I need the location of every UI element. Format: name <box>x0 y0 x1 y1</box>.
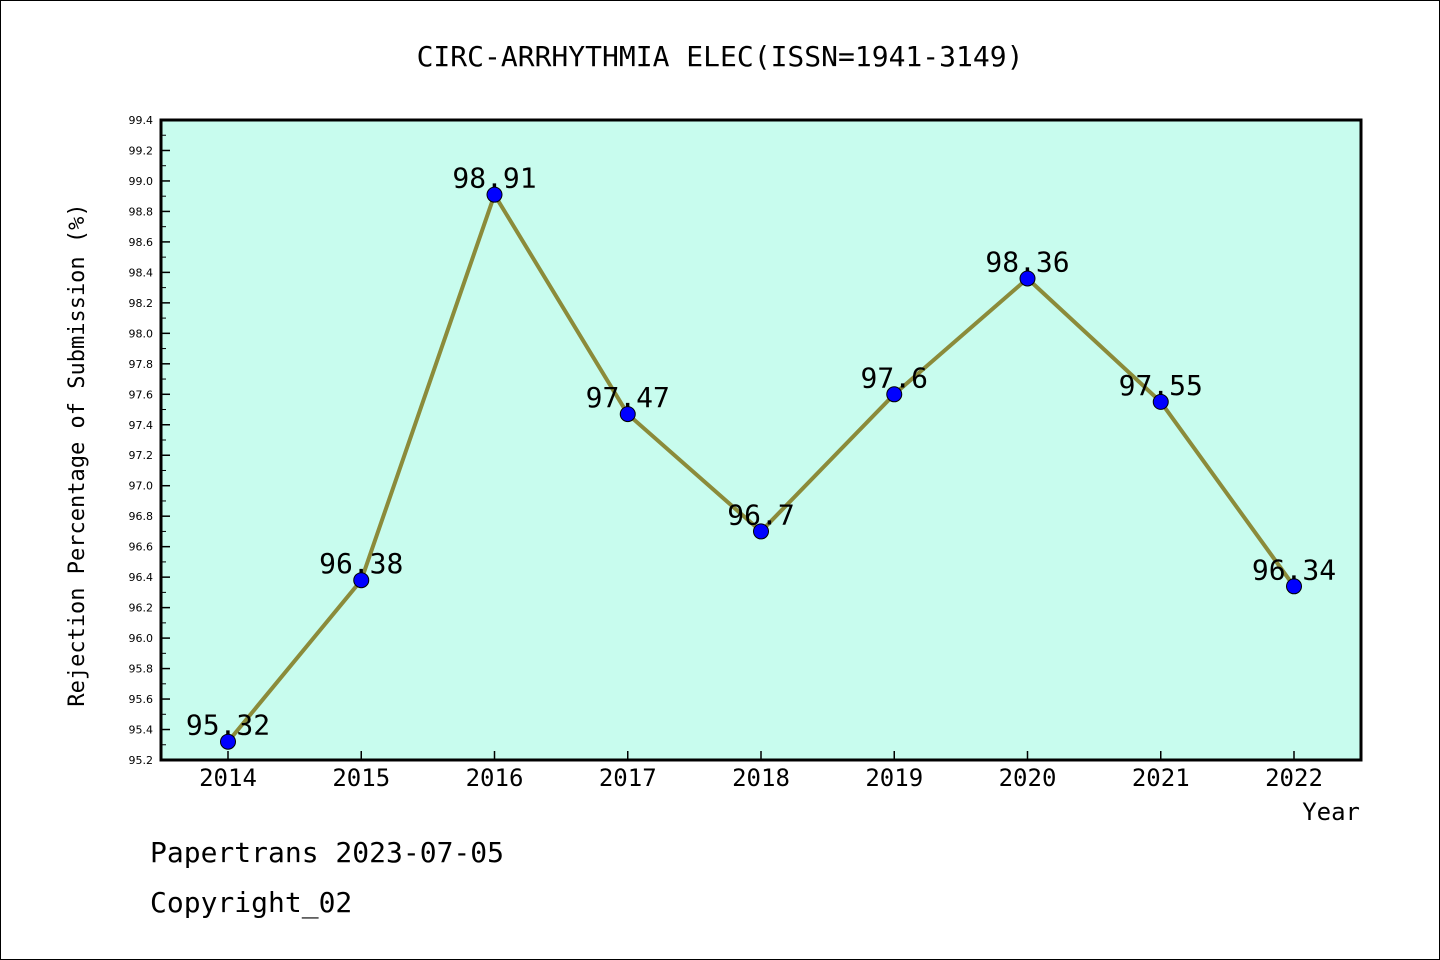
footer-date: Papertrans 2023-07-05 <box>150 836 505 869</box>
y-tick-label: 99.4 <box>129 114 154 127</box>
data-point <box>220 733 236 750</box>
y-axis: 95.2 95.4 95.6 95.8 96.0 96.2 96.4 96.6 96.8 97.0… <box>129 114 170 767</box>
chart-title: CIRC-ARRHYTHMIA ELEC(ISSN=1941-3149) <box>417 40 1024 73</box>
x-axis-label: Year <box>1302 798 1360 826</box>
x-tick-label: 2014 <box>199 764 257 792</box>
y-tick-label: 95.8 <box>129 663 154 676</box>
x-tick-label: 2016 <box>466 764 524 792</box>
x-tick-label: 2017 <box>599 764 657 792</box>
data-label: 96.34 <box>1252 553 1336 586</box>
data-label: 98.91 <box>452 162 536 195</box>
x-axis: 2014 2015 2016 2017 2018 2019 2020 2021 2022 <box>199 751 1323 792</box>
data-point <box>1286 578 1302 595</box>
data-label: 96.38 <box>319 547 403 580</box>
data-point <box>1019 270 1036 287</box>
data-point <box>886 386 903 403</box>
x-tick-label: 2018 <box>732 764 790 792</box>
data-point <box>353 572 370 589</box>
y-tick-label: 98.8 <box>129 205 154 218</box>
plot-area <box>159 118 1363 762</box>
x-tick-label: 2022 <box>1265 764 1323 792</box>
y-tick-label: 98.2 <box>129 297 154 310</box>
y-tick-label: 95.4 <box>129 724 154 737</box>
data-point <box>486 186 503 203</box>
y-tick-label: 97.8 <box>129 358 154 371</box>
y-tick-label: 96.2 <box>129 602 154 615</box>
x-tick-label: 2020 <box>999 764 1057 792</box>
y-tick-label: 96.4 <box>129 571 154 584</box>
y-tick-label: 95.6 <box>129 693 154 706</box>
data-label: 98.36 <box>985 245 1069 278</box>
y-tick-label: 97.2 <box>129 449 154 462</box>
y-tick-label: 98.4 <box>129 266 154 279</box>
data-labels: 95.32 96.38 98.91 97.47 96.7 97.6 98.36 97.55 96… <box>186 162 1336 742</box>
x-tick-label: 2021 <box>1132 764 1190 792</box>
data-label: 96.7 <box>727 498 794 531</box>
data-label: 97.55 <box>1119 369 1203 402</box>
y-tick-label: 98.0 <box>129 327 154 340</box>
data-point <box>619 406 636 423</box>
data-markers <box>220 186 1302 750</box>
data-point <box>753 523 769 540</box>
data-label: 97.47 <box>586 381 670 414</box>
y-tick-label: 97.4 <box>129 419 154 432</box>
y-tick-label: 96.0 <box>129 632 154 645</box>
data-point <box>1152 393 1169 410</box>
y-tick-label: 97.6 <box>129 388 154 401</box>
y-axis-label: Rejection Percentage of Submission (%) <box>65 203 90 706</box>
x-tick-label: 2019 <box>865 764 923 792</box>
y-tick-label: 97.0 <box>129 480 154 493</box>
y-tick-label: 96.8 <box>129 510 154 523</box>
y-tick-label: 95.2 <box>129 754 154 767</box>
y-tick-label: 96.6 <box>129 541 154 554</box>
footer-copyright: Copyright_02 <box>150 886 353 919</box>
y-tick-label: 98.6 <box>129 236 154 249</box>
data-label: 97.6 <box>861 361 928 394</box>
y-tick-label: 99.0 <box>129 175 154 188</box>
x-tick-label: 2015 <box>332 764 390 792</box>
data-label: 95.32 <box>186 709 270 742</box>
y-tick-label: 99.2 <box>129 144 154 157</box>
